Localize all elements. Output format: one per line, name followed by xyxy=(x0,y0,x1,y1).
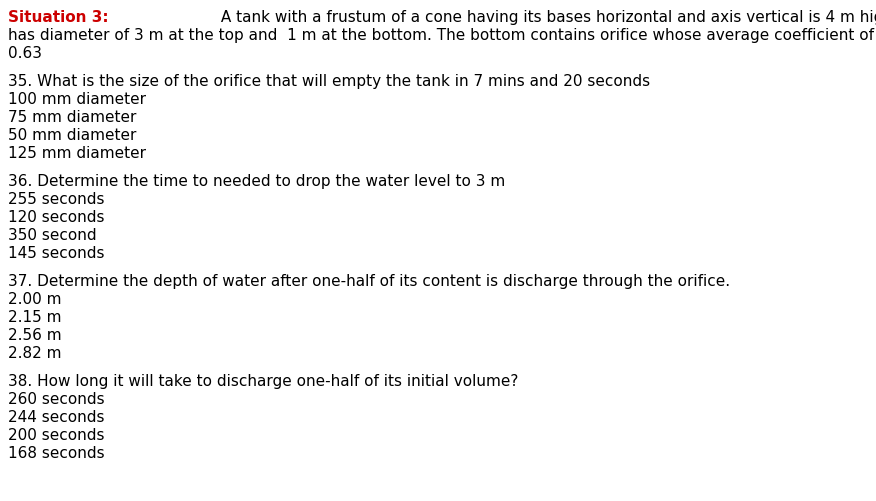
Text: has diameter of 3 m at the top and  1 m at the bottom. The bottom contains orifi: has diameter of 3 m at the top and 1 m a… xyxy=(8,28,876,43)
Text: 120 seconds: 120 seconds xyxy=(8,210,104,225)
Text: 0.63: 0.63 xyxy=(8,46,42,61)
Text: 2.00 m: 2.00 m xyxy=(8,292,61,307)
Text: 75 mm diameter: 75 mm diameter xyxy=(8,110,137,125)
Text: 244 seconds: 244 seconds xyxy=(8,410,104,425)
Text: 37. Determine the depth of water after one-half of its content is discharge thro: 37. Determine the depth of water after o… xyxy=(8,274,730,289)
Text: 168 seconds: 168 seconds xyxy=(8,446,104,461)
Text: 100 mm diameter: 100 mm diameter xyxy=(8,92,146,107)
Text: 200 seconds: 200 seconds xyxy=(8,428,104,443)
Text: 145 seconds: 145 seconds xyxy=(8,246,104,261)
Text: 2.56 m: 2.56 m xyxy=(8,328,61,343)
Text: 2.15 m: 2.15 m xyxy=(8,310,61,325)
Text: 260 seconds: 260 seconds xyxy=(8,392,104,407)
Text: 350 second: 350 second xyxy=(8,228,96,243)
Text: 125 mm diameter: 125 mm diameter xyxy=(8,146,146,161)
Text: 38. How long it will take to discharge one-half of its initial volume?: 38. How long it will take to discharge o… xyxy=(8,374,519,389)
Text: 50 mm diameter: 50 mm diameter xyxy=(8,128,137,143)
Text: 35. What is the size of the orifice that will empty the tank in 7 mins and 20 se: 35. What is the size of the orifice that… xyxy=(8,74,650,89)
Text: 255 seconds: 255 seconds xyxy=(8,192,104,207)
Text: Situation 3:: Situation 3: xyxy=(8,10,109,25)
Text: 36. Determine the time to needed to drop the water level to 3 m: 36. Determine the time to needed to drop… xyxy=(8,174,505,189)
Text: 2.82 m: 2.82 m xyxy=(8,346,61,361)
Text: A tank with a frustum of a cone having its bases horizontal and axis vertical is: A tank with a frustum of a cone having i… xyxy=(216,10,876,25)
